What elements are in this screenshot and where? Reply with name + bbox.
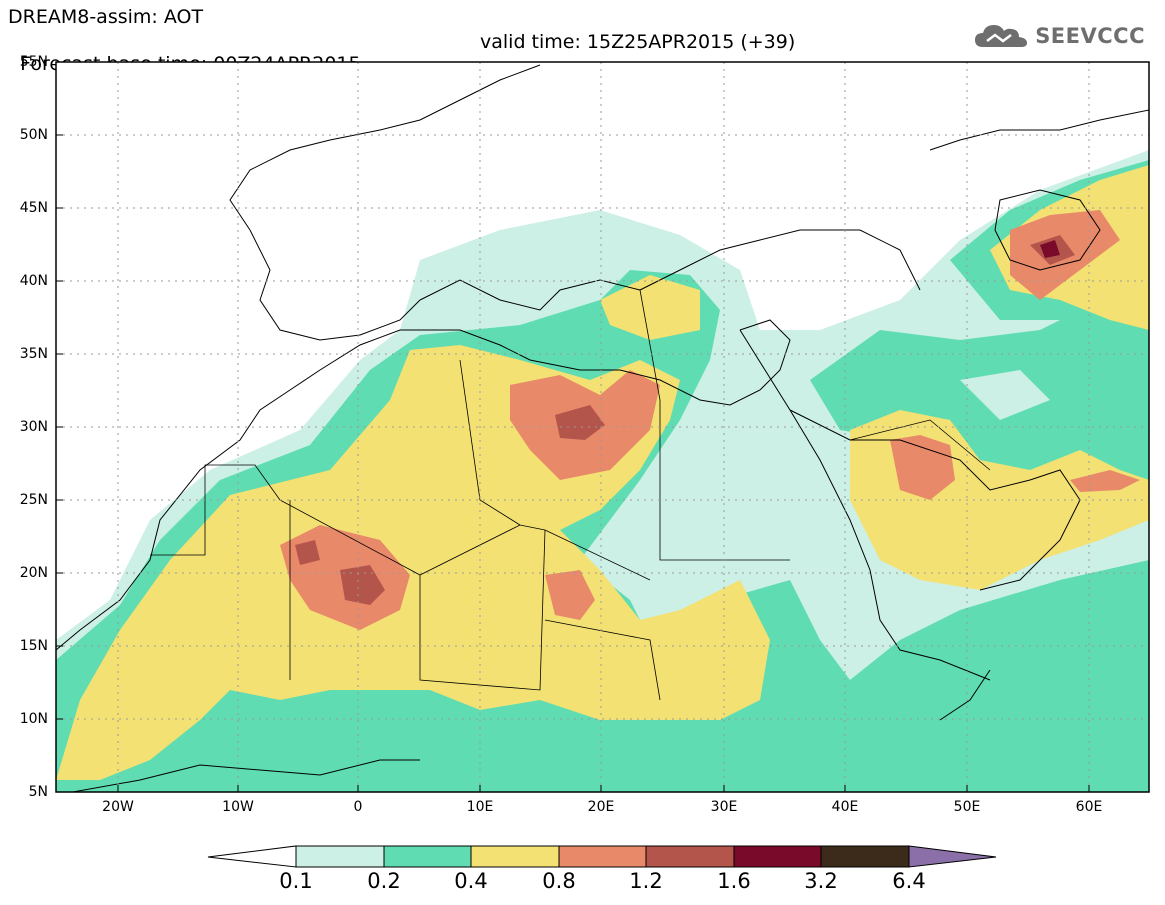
lat-label: 5N xyxy=(28,784,48,800)
lon-label: 20W xyxy=(102,799,134,815)
lat-label: 20N xyxy=(19,565,48,581)
colorbar-swatch-1.2 xyxy=(645,845,735,868)
colorbar-level: 1.6 xyxy=(717,869,751,893)
colorbar-swatch-0.1 xyxy=(295,845,385,868)
lon-label: 10E xyxy=(466,799,494,815)
grid-lines xyxy=(56,62,1149,792)
valid-time: valid time: 15Z25APR2015 (+39) xyxy=(480,31,796,53)
colorbar-under-arrow xyxy=(207,845,297,868)
aot-band-1.6 xyxy=(1040,240,1060,258)
lat-label: 30N xyxy=(19,419,48,435)
lat-label: 55N xyxy=(19,54,48,70)
lon-label: 60E xyxy=(1075,799,1103,815)
colorbar-level: 0.4 xyxy=(454,869,488,893)
colorbar-over-arrow xyxy=(908,845,997,868)
map-title: DREAM8-assim: AOT xyxy=(8,6,204,28)
seevccc-logo: SEEVCCC xyxy=(973,20,1145,52)
aot-field xyxy=(56,62,1149,792)
lon-label: 50E xyxy=(953,799,981,815)
colorbar-swatch-0.2 xyxy=(383,845,472,868)
lon-label: 30E xyxy=(710,799,738,815)
lon-label: 10W xyxy=(222,799,254,815)
colorbar-swatch-0.4 xyxy=(470,845,560,868)
cloud-logo-icon xyxy=(975,25,1028,47)
lat-label: 45N xyxy=(19,200,48,216)
colorbar-level: 3.2 xyxy=(804,869,838,893)
colorbar-level: 0.2 xyxy=(367,869,401,893)
colorbar xyxy=(207,845,997,868)
colorbar-swatch-3.2 xyxy=(820,845,910,868)
lat-label: 10N xyxy=(19,711,48,727)
lon-label: 0 xyxy=(353,799,363,815)
lon-label: 20E xyxy=(587,799,615,815)
country-borders xyxy=(150,289,991,701)
colorbar-level: 1.2 xyxy=(629,869,663,893)
colorbar-level: 6.4 xyxy=(892,869,926,893)
lat-label: 40N xyxy=(19,273,48,289)
lon-label: 40E xyxy=(831,799,859,815)
lat-label: 35N xyxy=(19,346,48,362)
colorbar-swatch-0.8 xyxy=(558,845,647,868)
colorbar-level: 0.1 xyxy=(279,869,313,893)
axis-ticks xyxy=(56,134,1090,792)
colorbar-level: 0.8 xyxy=(542,869,576,893)
lat-label: 50N xyxy=(19,127,48,143)
logo-text: SEEVCCC xyxy=(1035,24,1145,48)
lat-label: 15N xyxy=(19,638,48,654)
colorbar-swatch-1.6 xyxy=(733,845,822,868)
aot-band-0.1-holes xyxy=(660,370,1050,600)
lat-label: 25N xyxy=(19,492,48,508)
